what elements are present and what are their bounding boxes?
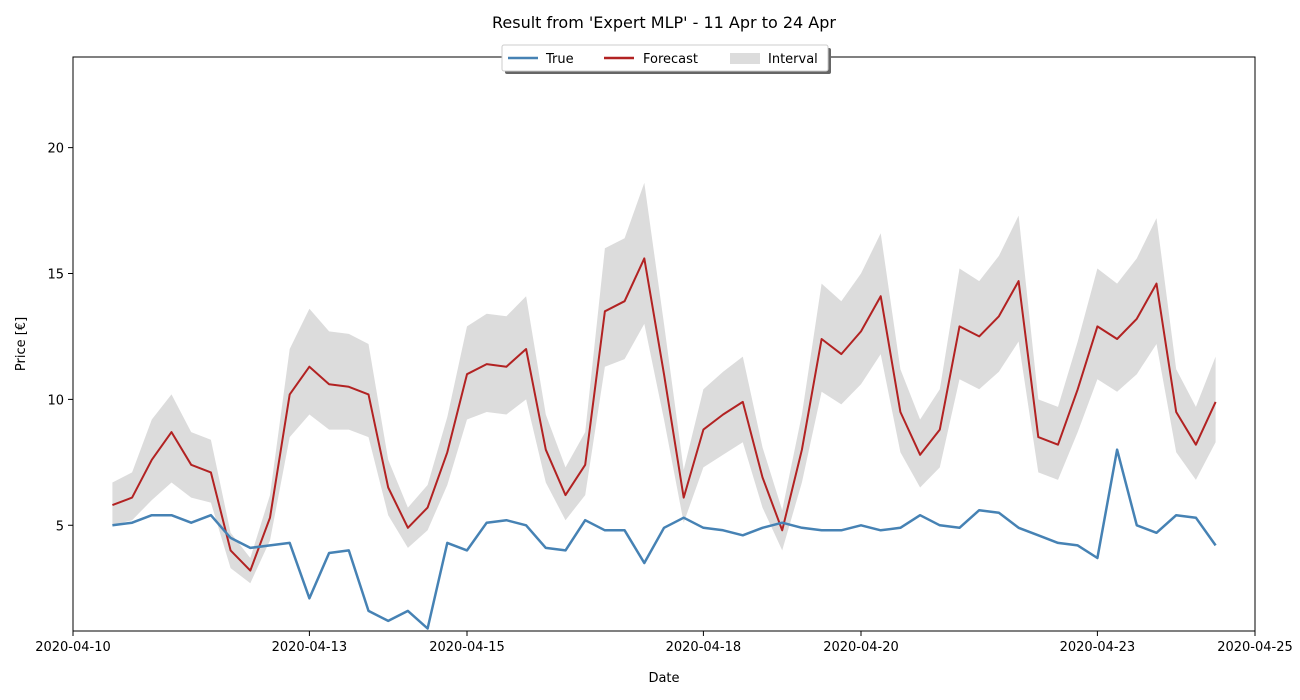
y-tick-label: 5	[56, 519, 64, 534]
x-tick-label: 2020-04-10	[35, 640, 111, 655]
legend-forecast-label: Forecast	[643, 52, 698, 67]
x-axis: 2020-04-10 2020-04-13 2020-04-15 2020-04-18…	[35, 631, 1293, 655]
y-tick-label: 15	[47, 268, 64, 283]
y-axis-label: Price [€]	[14, 317, 29, 371]
legend-box	[501, 44, 829, 72]
chart-title: Result from 'Expert MLP' - 11 Apr to 24 …	[492, 13, 836, 32]
legend-true-label: True	[545, 52, 574, 67]
x-tick-label: 2020-04-15	[429, 640, 505, 655]
x-tick-label: 2020-04-18	[666, 640, 742, 655]
y-tick-label: 20	[47, 142, 64, 157]
x-axis-label: Date	[648, 671, 679, 686]
interval-band	[112, 182, 1216, 584]
x-tick-label: 2020-04-20	[823, 640, 899, 655]
x-tick-label: 2020-04-23	[1060, 640, 1136, 655]
legend: True Forecast Interval	[501, 44, 831, 74]
true-line	[112, 448, 1217, 630]
y-axis: 5 10 15 20	[47, 142, 73, 534]
plot-area	[112, 182, 1217, 630]
legend-interval-label: Interval	[768, 52, 818, 67]
plot-series-group	[112, 182, 1217, 630]
legend-interval-swatch	[730, 53, 760, 64]
forecast-line	[112, 257, 1217, 572]
y-tick-label: 10	[47, 393, 64, 408]
x-tick-label: 2020-04-25	[1217, 640, 1293, 655]
x-tick-label: 2020-04-13	[272, 640, 348, 655]
